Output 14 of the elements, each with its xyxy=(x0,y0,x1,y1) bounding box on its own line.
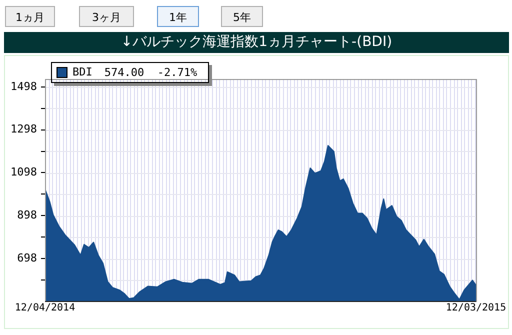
y-tick-label: 1298 xyxy=(10,122,37,136)
text: 574.00 -2.71% xyxy=(104,66,198,78)
legend-label: BDI xyxy=(72,65,92,78)
text: 5年 xyxy=(221,6,263,27)
text: 3ヶ月 xyxy=(79,6,134,27)
y-tick-label: 1498 xyxy=(10,80,37,93)
chart-title: ↓バルチック海運指数1ヵ月チャート-(BDI) xyxy=(4,32,509,53)
y-tick-label: 698 xyxy=(17,251,37,264)
text: 1ヵ月 xyxy=(5,6,55,27)
y-tick-label: 898 xyxy=(17,208,37,222)
x-tick-label: 12/03/2015 xyxy=(446,302,506,314)
x-tick-label: 12/04/2014 xyxy=(14,302,76,314)
y-tick-label: 1098 xyxy=(10,166,37,179)
text: 1年 xyxy=(157,6,199,27)
